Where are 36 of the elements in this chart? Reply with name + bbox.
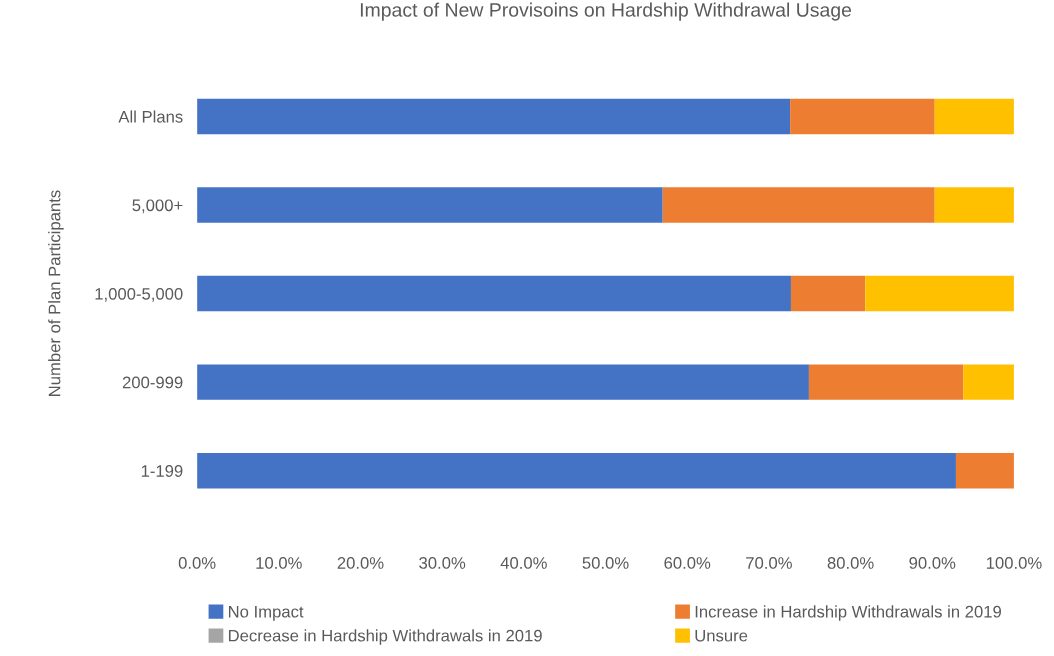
bar [790, 275, 866, 312]
bar [963, 364, 1014, 400]
y-tick-label: 5,000+ [132, 199, 183, 214]
y-tick-label: 1,000-5,000 [95, 287, 183, 302]
bar [197, 364, 809, 400]
bar [934, 187, 1014, 223]
bar [955, 452, 1014, 489]
chart-title: Impact of New Provisoins on Hardship Withdrawal Usage [360, 2, 852, 21]
x-tick-label: 90.0% [909, 557, 956, 569]
legend-label: No Impact [228, 605, 304, 621]
bar [934, 98, 1014, 135]
x-tick-label: 20.0% [337, 557, 384, 569]
x-tick-label: 0.0% [178, 557, 216, 569]
x-tick-label: 70.0% [746, 557, 792, 569]
y-tick-label: 200-999 [122, 376, 183, 389]
legend-label: Decrease in Hardship Withdrawals in 2019 [228, 629, 542, 645]
x-tick-label: 80.0% [827, 557, 874, 569]
y-tick-label: All Plans [118, 110, 183, 123]
bar [662, 187, 935, 223]
y-axis-title: Number of Plan Participants [48, 190, 64, 396]
x-tick-label: 10.0% [256, 557, 302, 569]
x-tick-label: 100.0% [986, 557, 1042, 569]
legend-label: Increase in Hardship Withdrawals in 2019 [695, 605, 1001, 621]
bar [197, 98, 791, 135]
x-tick-label: 40.0% [500, 557, 547, 569]
x-tick-label: 60.0% [664, 557, 711, 569]
x-tick-label: 30.0% [419, 557, 466, 569]
legend-label: Unsure [695, 629, 748, 642]
bar [197, 275, 791, 312]
bar [197, 187, 663, 223]
bar [808, 364, 964, 400]
y-tick-label: 1-199 [141, 465, 183, 477]
bar [865, 275, 1014, 312]
x-tick-label: 50.0% [582, 557, 629, 569]
bar [790, 98, 935, 135]
bar [197, 452, 956, 489]
